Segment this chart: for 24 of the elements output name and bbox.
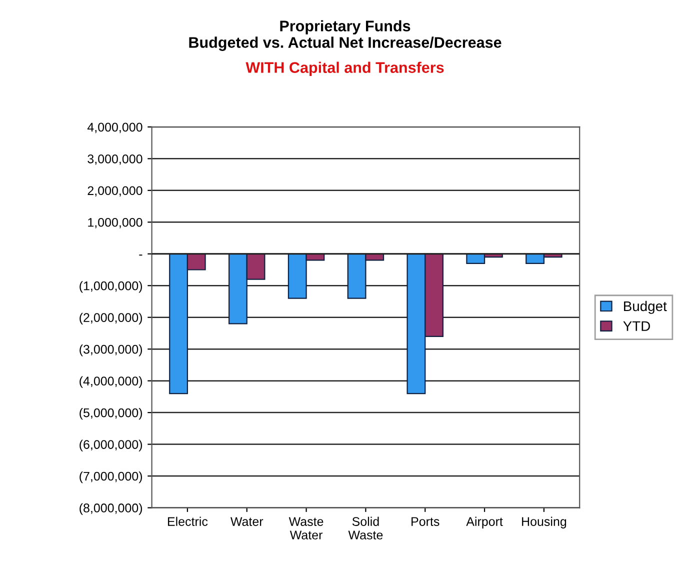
y-tick-label: 3,000,000 — [88, 154, 142, 165]
y-tick-label: (7,000,000) — [80, 471, 142, 484]
y-tick-label: (2,000,000) — [80, 312, 142, 324]
y-tick-label: (1,000,000) — [80, 281, 142, 293]
x-tick-label: Water — [230, 517, 264, 526]
y-tick-label: 1,000,000 — [88, 218, 142, 228]
y-tick-label: 2,000,000 — [88, 186, 142, 197]
x-tick-label: Solid Waste — [348, 516, 383, 540]
x-tick-label: Airport — [466, 516, 503, 528]
x-tick-label: Housing — [522, 516, 566, 528]
x-tick-label: Electric — [168, 516, 208, 526]
x-tick-label: Waste Water — [288, 517, 324, 540]
y-tick-label: (3,000,000) — [80, 344, 142, 356]
y-tick-label: (5,000,000) — [80, 408, 142, 420]
y-tick-label: (8,000,000) — [80, 503, 142, 515]
y-tick-label: - — [139, 254, 142, 256]
chart-title: Proprietary Funds Budgeted vs. Actual Net Increase/Decrease — [189, 20, 502, 51]
y-tick-label: 4,000,000 — [87, 122, 142, 134]
chart-subtitle: WITH Capital and Transfers — [246, 62, 444, 76]
legend-label: YTD — [623, 321, 650, 331]
y-tick-label: (4,000,000) — [80, 376, 142, 388]
y-tick-label: (6,000,000) — [80, 440, 142, 452]
x-tick-label: Ports — [412, 517, 440, 526]
legend-label: Budget — [624, 300, 667, 314]
